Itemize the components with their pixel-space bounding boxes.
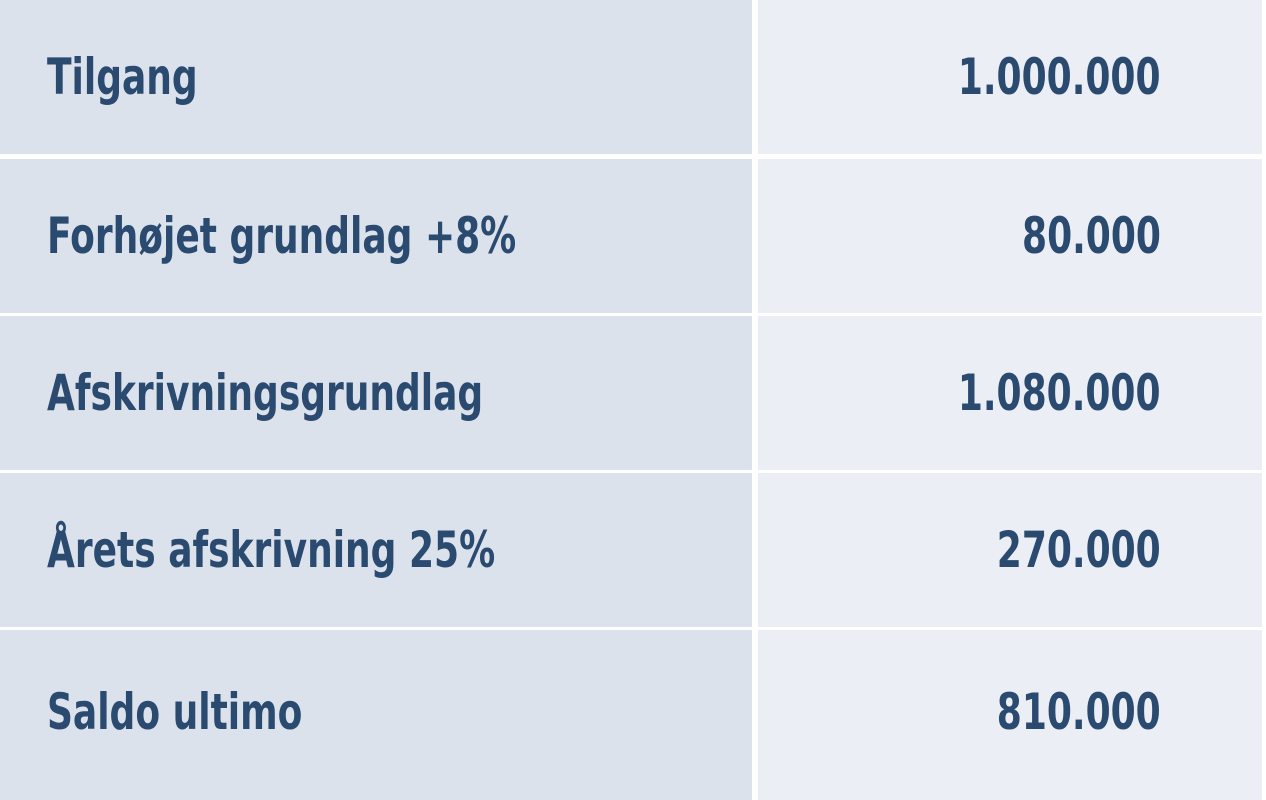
value-cell: 810.000 xyxy=(758,630,1262,800)
row-value: 80.000 xyxy=(1022,207,1161,265)
row-label: Saldo ultimo xyxy=(47,683,303,741)
row-value: 270.000 xyxy=(997,521,1161,579)
table-row: Saldo ultimo 810.000 xyxy=(0,630,1266,800)
row-value: 1.000.000 xyxy=(958,48,1161,106)
label-cell: Saldo ultimo xyxy=(0,630,752,800)
row-label: Årets afskrivning 25% xyxy=(47,521,496,579)
label-cell: Afskrivningsgrundlag xyxy=(0,316,752,470)
row-value: 810.000 xyxy=(997,683,1161,741)
value-cell: 1.000.000 xyxy=(758,0,1262,154)
value-cell: 1.080.000 xyxy=(758,316,1262,470)
row-label: Tilgang xyxy=(47,48,198,106)
table-row: Tilgang 1.000.000 xyxy=(0,0,1266,154)
value-cell: 270.000 xyxy=(758,473,1262,627)
row-label: Afskrivningsgrundlag xyxy=(47,364,484,422)
value-cell: 80.000 xyxy=(758,159,1262,313)
row-label: Forhøjet grundlag +8% xyxy=(47,207,517,265)
label-cell: Tilgang xyxy=(0,0,752,154)
table-row: Afskrivningsgrundlag 1.080.000 xyxy=(0,316,1266,470)
table-row: Forhøjet grundlag +8% 80.000 xyxy=(0,159,1266,313)
label-cell: Årets afskrivning 25% xyxy=(0,473,752,627)
label-cell: Forhøjet grundlag +8% xyxy=(0,159,752,313)
row-value: 1.080.000 xyxy=(958,364,1161,422)
table-row: Årets afskrivning 25% 270.000 xyxy=(0,473,1266,627)
